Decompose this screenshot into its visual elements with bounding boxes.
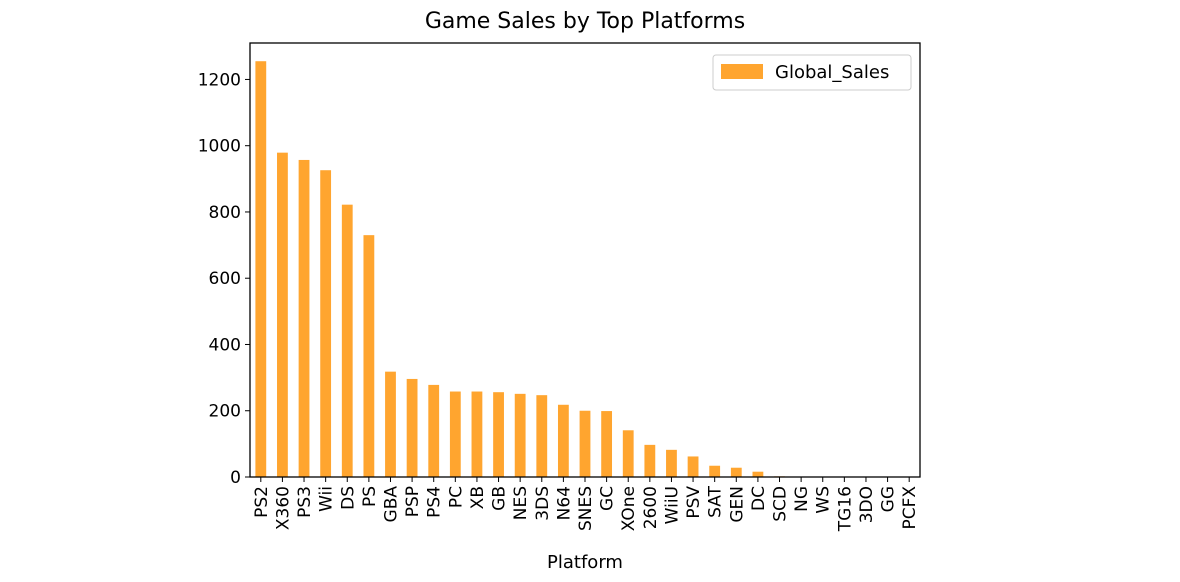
bar-sat: [709, 466, 720, 477]
x-tick-label: GC: [598, 486, 618, 511]
y-tick-label: 600: [209, 269, 241, 289]
x-tick-label: PC: [446, 486, 466, 508]
x-tick-label: X360: [273, 486, 293, 530]
x-tick-label: DS: [338, 486, 358, 510]
y-tick-label: 1200: [198, 70, 241, 90]
bar-nes: [515, 394, 526, 477]
bar-gba: [385, 372, 396, 477]
y-tick-label: 400: [209, 335, 241, 355]
x-tick-label: 2600: [641, 486, 661, 529]
x-tick-label: GB: [490, 486, 510, 511]
x-tick-label: NG: [792, 486, 812, 512]
y-tick-label: 800: [209, 203, 241, 223]
x-tick-label: GEN: [727, 486, 747, 523]
legend-label: Global_Sales: [775, 62, 889, 83]
x-axis-label: Platform: [547, 552, 623, 573]
x-tick-label: PS: [360, 486, 380, 507]
bar-xone: [623, 430, 634, 477]
x-tick-label: NES: [511, 486, 531, 520]
x-tick-label: 3DO: [857, 486, 877, 523]
x-tick-label: WiiU: [662, 486, 682, 524]
x-tick-label: PS4: [425, 486, 445, 518]
bar-pc: [450, 392, 461, 477]
bars-group: [255, 61, 828, 477]
y-tick-label: 1000: [198, 137, 241, 157]
x-tick-label: PCFX: [900, 486, 920, 530]
bar-wiiu: [666, 450, 677, 477]
x-tick-label: GG: [879, 486, 899, 512]
x-tick-label: N64: [554, 486, 574, 520]
bar-ps: [363, 235, 374, 477]
bar-ps3: [299, 160, 310, 477]
x-tick-label: XB: [468, 486, 488, 509]
y-tick-label: 200: [209, 402, 241, 422]
x-tick-label: XOne: [619, 486, 639, 531]
bar-n64: [558, 405, 569, 477]
x-tick-label: SNES: [576, 486, 596, 531]
bar-2600: [644, 445, 655, 477]
bar-psv: [688, 456, 699, 477]
x-tick-label: DC: [749, 486, 769, 511]
bar-xb: [472, 392, 483, 477]
x-tick-label: SAT: [706, 485, 726, 517]
x-tick-label: PS2: [252, 486, 272, 518]
bar-gb: [493, 392, 504, 477]
x-tick-label: Wii: [317, 486, 337, 512]
bar-psp: [407, 379, 418, 477]
x-tick-label: WS: [814, 486, 834, 514]
x-tick-label: 3DS: [533, 486, 553, 521]
bar-snes: [580, 411, 591, 477]
bar-ds: [342, 205, 353, 477]
bar-3ds: [536, 395, 547, 477]
x-tick-label: SCD: [771, 486, 791, 522]
legend: Global_Sales: [713, 55, 911, 90]
bar-gen: [731, 468, 742, 477]
legend-swatch: [721, 64, 763, 79]
x-tick-label: PS3: [295, 486, 315, 518]
bar-gc: [601, 411, 612, 477]
x-tick-label: GBA: [381, 486, 401, 523]
y-tick-label: 0: [230, 468, 241, 488]
chart-title: Game Sales by Top Platforms: [425, 9, 745, 34]
x-tick-label: TG16: [835, 486, 855, 532]
bar-dc: [753, 472, 764, 477]
x-tick-label: PSP: [403, 486, 423, 517]
x-tick-label: PSV: [684, 486, 704, 519]
y-axis: 0 200 400 600 800 1000 1200: [198, 70, 250, 488]
bar-ps2: [255, 61, 266, 477]
bar-ps4: [428, 385, 439, 477]
bar-x360: [277, 153, 288, 477]
bar-wii: [320, 170, 331, 477]
